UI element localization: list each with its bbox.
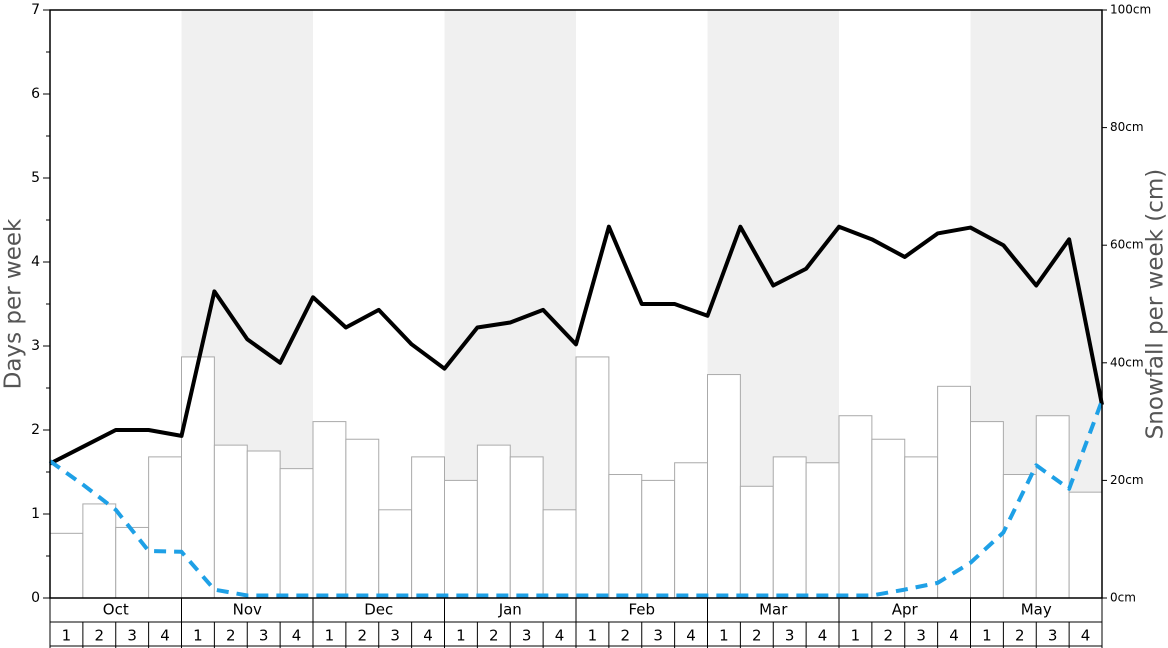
- month-label: Feb: [628, 601, 655, 619]
- week-label: 4: [949, 627, 959, 645]
- bar: [1002, 474, 1037, 599]
- bar: [1068, 491, 1103, 599]
- bar: [542, 509, 577, 599]
- y-tick-label: 5: [31, 170, 40, 186]
- month-label: Mar: [759, 601, 788, 619]
- bar: [871, 438, 906, 599]
- y-tick-label: 0: [31, 590, 40, 606]
- y-tick-label: 1: [31, 506, 40, 522]
- week-label: 3: [522, 627, 532, 645]
- y2-tick-label: 0cm: [1110, 591, 1136, 605]
- week-label: 2: [489, 627, 499, 645]
- bar: [345, 438, 380, 599]
- month-label: Dec: [364, 601, 393, 619]
- week-label: 4: [686, 627, 696, 645]
- line: [48, 399, 1104, 598]
- bar: [937, 385, 971, 599]
- week-label: 2: [95, 627, 105, 645]
- bar: [476, 444, 511, 599]
- y-tick-label: 4: [31, 254, 40, 270]
- week-label: 3: [653, 627, 663, 645]
- week-label: 3: [259, 627, 269, 645]
- week-label: 2: [884, 627, 894, 645]
- bar: [49, 532, 84, 599]
- week-label: 2: [621, 627, 631, 645]
- week-label: 2: [1015, 627, 1025, 645]
- month-label: May: [1021, 601, 1052, 619]
- week-label: 2: [226, 627, 236, 645]
- month-label: Nov: [233, 601, 262, 619]
- week-label: 4: [160, 627, 170, 645]
- bar: [772, 456, 807, 599]
- week-label: 2: [752, 627, 762, 645]
- bar: [805, 462, 840, 599]
- y2-tick-label: 40cm: [1110, 355, 1144, 369]
- bar: [970, 421, 1004, 599]
- y2-axis-label: Snowfall per week (cm): [1143, 169, 1168, 440]
- bar: [608, 474, 643, 599]
- week-label: 1: [719, 627, 729, 645]
- line: [49, 224, 1104, 466]
- bar: [411, 456, 445, 599]
- bar: [674, 462, 708, 599]
- week-label: 3: [1048, 627, 1058, 645]
- bar: [115, 526, 150, 599]
- bar: [739, 485, 774, 599]
- bar: [641, 479, 676, 599]
- bar: [575, 356, 610, 599]
- week-label: 4: [555, 627, 565, 645]
- week-label: 1: [588, 627, 598, 645]
- month-label: Jan: [498, 601, 522, 619]
- week-label: 3: [916, 627, 926, 645]
- bar: [904, 456, 939, 599]
- y-tick-label: 7: [31, 2, 40, 18]
- bar: [82, 503, 117, 599]
- week-label: 1: [456, 627, 466, 645]
- y2-tick-label: 20cm: [1110, 473, 1144, 487]
- y2-tick-label: 60cm: [1110, 238, 1144, 252]
- week-label: 1: [851, 627, 861, 645]
- week-label: 3: [785, 627, 795, 645]
- bar: [1035, 415, 1070, 599]
- bar: [213, 444, 248, 599]
- bar: [838, 415, 873, 599]
- bar: [378, 509, 413, 599]
- month-label: Apr: [892, 601, 919, 619]
- week-label: 3: [127, 627, 137, 645]
- bar: [509, 456, 544, 599]
- week-label: 1: [325, 627, 335, 645]
- bar: [707, 374, 741, 599]
- bar: [246, 450, 281, 599]
- y2-tick-label: 100cm: [1110, 3, 1151, 17]
- y-tick-label: 3: [31, 338, 40, 354]
- week-label: 4: [423, 627, 433, 645]
- week-label: 1: [982, 627, 992, 645]
- y-tick-label: 6: [31, 86, 40, 102]
- week-label: 4: [292, 627, 302, 645]
- week-label: 1: [193, 627, 203, 645]
- week-label: 2: [358, 627, 368, 645]
- week-label: 4: [818, 627, 828, 645]
- y2-tick-label: 80cm: [1110, 120, 1144, 134]
- y-axis-label: Days per week: [1, 218, 27, 389]
- bar: [148, 456, 182, 599]
- week-label: 4: [1081, 627, 1091, 645]
- bar: [312, 421, 347, 599]
- bar: [444, 479, 478, 599]
- y-tick-label: 2: [31, 422, 40, 438]
- week-label: 3: [390, 627, 400, 645]
- week-label: 1: [62, 627, 72, 645]
- month-label: Oct: [103, 601, 129, 619]
- bar: [279, 468, 314, 599]
- bar: [181, 356, 215, 599]
